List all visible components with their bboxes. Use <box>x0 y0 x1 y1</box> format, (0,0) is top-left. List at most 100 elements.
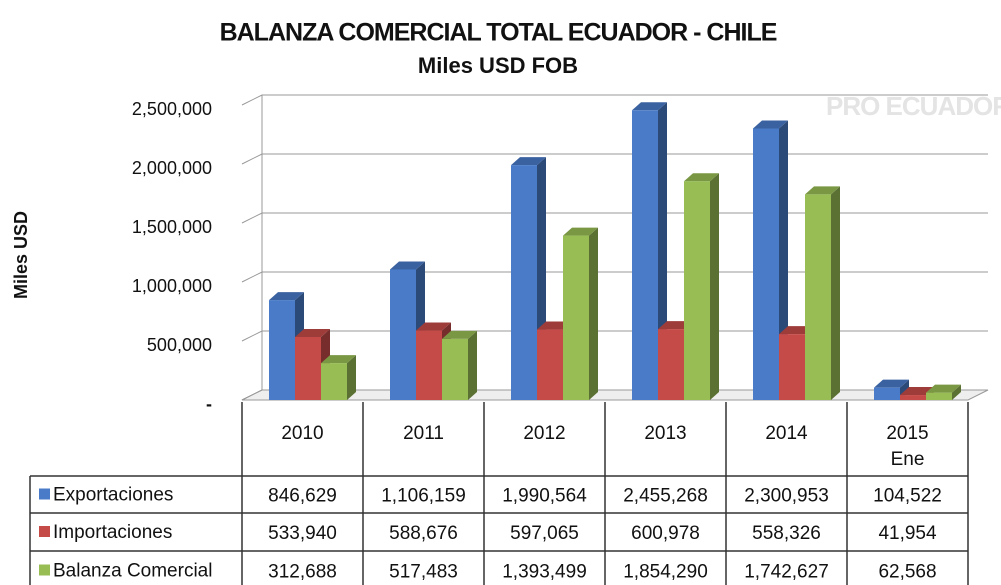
y-tick-label: 2,000,000 <box>132 158 212 178</box>
x-tick-label: 2015 Ene <box>886 423 928 470</box>
data-label: 1,393,499 <box>502 562 587 583</box>
bar-front <box>442 338 468 400</box>
grid-line <box>241 153 988 165</box>
bar-front <box>632 110 658 400</box>
data-label: 588,676 <box>389 523 458 544</box>
legend-swatch <box>39 526 50 537</box>
data-label: 558,326 <box>752 523 821 544</box>
x-tick-label: 2014 <box>765 423 808 444</box>
data-label: 1,742,627 <box>744 562 829 583</box>
bar-front <box>269 300 295 400</box>
bar-front <box>684 181 710 400</box>
y-tick-label: 500,000 <box>147 335 212 355</box>
watermark: PRO ECUADOR <box>826 91 1001 121</box>
bar-top <box>874 379 909 388</box>
bar-top <box>926 384 961 393</box>
x-tick-label: 2011 <box>403 423 444 444</box>
bar-top <box>269 292 304 301</box>
bar-front <box>416 330 442 400</box>
data-label: 41,954 <box>878 523 937 544</box>
x-tick-label-line: 2014 <box>765 423 808 444</box>
bar-front <box>390 269 416 400</box>
data-label: 62,568 <box>878 562 936 583</box>
bar-front <box>321 363 347 400</box>
legend-swatch <box>39 488 50 500</box>
legend-swatch <box>39 564 50 576</box>
grid-line <box>241 389 988 401</box>
bar-front <box>779 334 805 400</box>
bar-front <box>658 329 684 400</box>
x-tick-label: 2012 <box>523 423 565 444</box>
bar <box>926 384 961 400</box>
x-tick-label-line: 2013 <box>644 423 686 444</box>
bar-top <box>684 173 719 182</box>
bar-front <box>753 128 779 400</box>
data-label: 1,854,290 <box>623 562 708 583</box>
data-label: 2,300,953 <box>744 486 829 507</box>
x-tick-label: 2010 <box>281 423 323 444</box>
bar-top <box>442 330 477 339</box>
grid-line <box>241 212 988 224</box>
bar-front <box>874 387 900 400</box>
legend-label: Exportaciones <box>53 485 173 506</box>
bar <box>269 292 304 400</box>
y-axis-label: Miles USD <box>11 211 31 299</box>
bar-front <box>926 392 952 400</box>
bar-top <box>753 120 788 129</box>
bar-top <box>321 355 356 364</box>
bar <box>805 186 840 400</box>
bar-side <box>347 355 356 400</box>
bar <box>563 227 598 400</box>
grid-line <box>241 94 988 106</box>
bar-front <box>900 395 926 400</box>
data-label: 104,522 <box>873 486 942 507</box>
data-label: 846,629 <box>268 486 337 507</box>
x-tick-label: 2013 <box>644 423 686 444</box>
chart-subtitle: Miles USD FOB <box>418 53 578 78</box>
bar-top <box>390 261 425 270</box>
bar-top <box>632 102 667 111</box>
y-tick-label: - <box>206 394 212 414</box>
bar-side <box>710 173 719 400</box>
bar-top <box>416 322 451 331</box>
data-label: 597,065 <box>510 523 579 544</box>
y-tick-label: 2,500,000 <box>132 99 212 119</box>
bar-front <box>537 329 563 400</box>
data-label: 600,978 <box>631 523 700 544</box>
bar-front <box>805 194 831 400</box>
bar <box>442 330 477 400</box>
data-label: 1,990,564 <box>502 486 587 507</box>
bar-top <box>563 227 598 236</box>
back-wall <box>241 95 988 401</box>
x-tick-label-line: 2015 <box>886 423 928 444</box>
bar-top <box>295 328 330 337</box>
legend-label: Importaciones <box>53 522 172 543</box>
bar <box>684 173 719 400</box>
grid-line <box>241 330 988 342</box>
bar-top <box>805 186 840 195</box>
bar-front <box>563 235 589 400</box>
y-tick-label: 1,500,000 <box>132 217 212 237</box>
chart-title: BALANZA COMERCIAL TOTAL ECUADOR - CHILE <box>220 19 777 47</box>
data-label: 517,483 <box>389 562 458 583</box>
legend-label: Balanza Comercial <box>53 561 212 582</box>
data-label: 1,106,159 <box>381 486 466 507</box>
x-tick-label-line: 2012 <box>523 423 565 444</box>
bar-front <box>511 165 537 400</box>
bar-side <box>589 227 598 400</box>
bar-side <box>831 186 840 400</box>
x-tick-label-line: 2010 <box>281 423 323 444</box>
x-tick-label-line: 2011 <box>403 423 444 444</box>
bar-top <box>511 157 546 166</box>
data-label: 533,940 <box>268 523 337 544</box>
data-label: 312,688 <box>268 562 337 583</box>
y-tick-label: 1,000,000 <box>132 276 212 296</box>
bar-front <box>295 336 321 400</box>
x-tick-label-line: Ene <box>891 449 925 470</box>
bar-side <box>952 384 961 400</box>
data-label: 2,455,268 <box>623 486 708 507</box>
bar <box>321 355 356 400</box>
bar-side <box>468 330 477 400</box>
grid-line <box>241 271 988 283</box>
